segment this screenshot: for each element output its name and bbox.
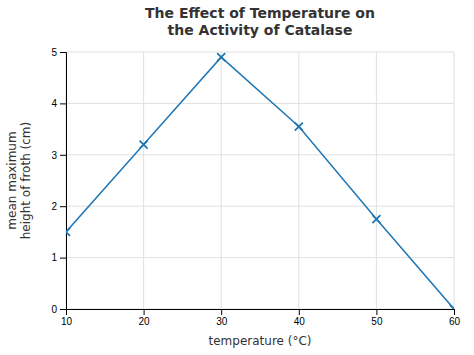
title-line: The Effect of Temperature on	[145, 5, 375, 21]
x-tick-label: 20	[139, 316, 151, 327]
x-tick: 10	[61, 309, 73, 327]
y-tick: 3	[51, 150, 66, 161]
marker	[372, 215, 380, 223]
x-tick: 40	[294, 309, 306, 327]
y-grid-line	[66, 154, 454, 155]
y-grid-line	[66, 257, 454, 258]
x-tick-label: 50	[371, 316, 383, 327]
x-tick-mark	[376, 309, 377, 315]
marker	[217, 53, 225, 61]
marker	[295, 123, 303, 131]
x-grid-line	[221, 52, 222, 309]
x-axis-line	[67, 310, 455, 316]
y-tick: 4	[51, 98, 66, 109]
x-axis: 10 20 30 40 50 60	[61, 309, 461, 327]
y-tick: 0	[51, 304, 66, 315]
x-tick-mark	[299, 309, 300, 315]
x-tick-label: 60	[449, 316, 461, 327]
y-tick-mark	[60, 258, 66, 259]
y-tick-mark	[60, 309, 66, 310]
y-tick-mark	[60, 52, 66, 53]
y-grid-line	[66, 206, 454, 207]
x-tick-label: 40	[294, 316, 306, 327]
y-grid-line	[66, 52, 454, 53]
y-tick-label: 0	[51, 304, 57, 315]
y-tick-label: 3	[51, 150, 57, 161]
y-axis-title-line: mean maximum	[5, 131, 19, 229]
title-line: the Activity of Catalase	[168, 22, 353, 38]
x-grid-line	[298, 52, 299, 309]
chart: 10 20 30 40 50 60 0 1 2 3 4 5 The Effect of Temperat…	[0, 0, 474, 355]
y-tick-label: 5	[51, 47, 57, 58]
y-tick-mark	[60, 206, 66, 207]
y-tick-label: 2	[51, 201, 57, 212]
grid	[66, 52, 454, 309]
plot: 10 20 30 40 50 60 0 1 2 3 4 5	[51, 47, 460, 327]
y-tick-label: 4	[51, 98, 57, 109]
y-tick: 2	[51, 201, 66, 212]
x-tick: 30	[216, 309, 228, 327]
title: The Effect of Temperature onthe Activity…	[145, 5, 375, 38]
y-tick-label: 1	[51, 252, 57, 263]
y-axis-title-line: height of froth (cm)	[19, 122, 33, 239]
x-grid-line	[454, 52, 455, 309]
y-axis-title: mean maximumheight of froth (cm)	[5, 122, 33, 239]
x-axis-title: temperature (°C)	[209, 334, 312, 348]
y-tick: 1	[51, 252, 66, 263]
marker	[66, 228, 70, 236]
x-tick: 20	[139, 309, 151, 327]
x-tick-mark	[221, 309, 222, 315]
y-axis-line	[60, 53, 67, 310]
x-tick: 60	[449, 309, 461, 327]
y-axis: 0 1 2 3 4 5	[51, 47, 66, 315]
line	[66, 57, 454, 309]
marks	[66, 53, 454, 309]
y-grid-line	[66, 103, 454, 104]
x-tick-label: 10	[61, 316, 73, 327]
x-tick: 50	[371, 309, 383, 327]
x-tick-label: 30	[216, 316, 228, 327]
marker	[450, 305, 454, 309]
x-grid-line	[143, 52, 144, 309]
x-tick-mark	[144, 309, 145, 315]
y-tick: 5	[51, 47, 66, 58]
x-grid-line	[376, 52, 377, 309]
marker	[140, 141, 148, 149]
y-tick-mark	[60, 103, 66, 104]
x-tick-mark	[454, 309, 455, 315]
y-tick-mark	[60, 155, 66, 156]
